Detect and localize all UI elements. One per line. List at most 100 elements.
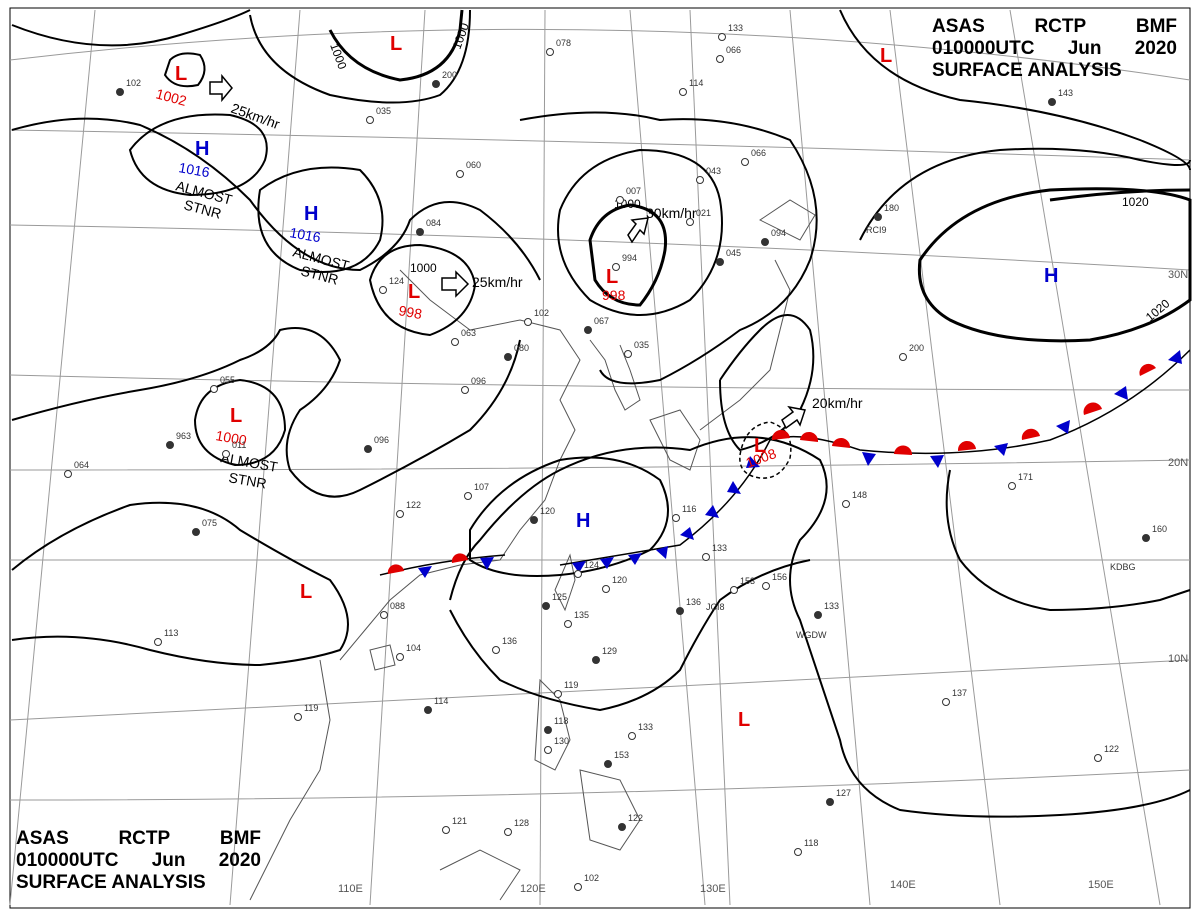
isobar-1000-east bbox=[588, 203, 668, 307]
pressure-symbol: L bbox=[880, 45, 892, 67]
graticule bbox=[9, 9, 1191, 906]
isobar-north-cell bbox=[249, 9, 471, 104]
header-row-1: ASAS RCTP BMF bbox=[16, 828, 261, 850]
station-marker bbox=[222, 450, 230, 458]
header-row-2: 010000UTC Jun 2020 bbox=[932, 38, 1177, 60]
station-marker bbox=[874, 213, 882, 221]
station-pressure: 088 bbox=[390, 601, 405, 611]
station-marker bbox=[794, 848, 802, 856]
pressure-centers: L 1002 L H 1016 H 1016 L 998 L 998 L 100… bbox=[154, 33, 1058, 731]
isobar-label: 1000 bbox=[327, 41, 349, 71]
station-marker bbox=[524, 318, 532, 326]
station-marker bbox=[380, 611, 388, 619]
header-code: BMF bbox=[1135, 16, 1177, 37]
pressure-value: 998 bbox=[397, 302, 423, 322]
lon-label: 140E bbox=[890, 879, 916, 891]
station-pressure: 118 bbox=[804, 838, 818, 848]
front-cold-symbol bbox=[727, 481, 741, 494]
movement-arrow bbox=[209, 73, 233, 103]
front-warm-symbol bbox=[451, 553, 468, 563]
station-pressure: 200 bbox=[442, 70, 457, 80]
station-pressure: 133 bbox=[712, 543, 727, 553]
header-time: 010000UTC bbox=[16, 850, 119, 871]
station-marker bbox=[546, 48, 554, 56]
station-marker bbox=[542, 602, 550, 610]
station-id: JCI8 bbox=[706, 602, 725, 612]
isobar-l1000-ring bbox=[193, 378, 287, 467]
station-pressure: 067 bbox=[594, 316, 609, 326]
station-marker bbox=[294, 713, 302, 721]
pressure-value: 1008 bbox=[744, 445, 779, 471]
front-cold-symbol bbox=[1056, 420, 1070, 434]
isobar-almost-stnr-belt bbox=[11, 117, 541, 281]
station-marker bbox=[716, 258, 724, 266]
station-pressure: 122 bbox=[1104, 744, 1119, 754]
map-header-bottom-left: ASAS RCTP BMF 010000UTC Jun 2020 SURFACE… bbox=[16, 828, 261, 894]
coast-borneo bbox=[439, 849, 521, 901]
station-pressure: 120 bbox=[540, 506, 555, 516]
station-pressure: 094 bbox=[771, 228, 786, 238]
station-pressure: 060 bbox=[466, 160, 481, 170]
parallel-10n bbox=[9, 659, 1191, 721]
station-pressure: 127 bbox=[836, 788, 851, 798]
station-marker bbox=[504, 353, 512, 361]
station-marker bbox=[899, 353, 907, 361]
station-pressure: 043 bbox=[706, 166, 721, 176]
station-pressure: 063 bbox=[461, 328, 476, 338]
station-marker bbox=[166, 441, 174, 449]
isobar-pacific-outer bbox=[839, 9, 1191, 171]
movement-arrow bbox=[781, 405, 806, 430]
header-month: Jun bbox=[151, 850, 186, 871]
pressure-symbol: L bbox=[390, 33, 402, 55]
front-cold-symbol bbox=[1114, 386, 1128, 400]
station-pressure: 124 bbox=[584, 560, 599, 570]
front-line-main bbox=[559, 349, 1191, 566]
movement-arrows bbox=[209, 73, 806, 430]
meridian-100e bbox=[9, 9, 96, 906]
station-marker bbox=[530, 516, 538, 524]
station-marker bbox=[564, 620, 572, 628]
parallel-30n bbox=[9, 224, 1191, 271]
station-pressure: 160 bbox=[1152, 524, 1167, 534]
station-pressure: 075 bbox=[202, 518, 217, 528]
station-plots: 102 035 060 084 124 063 080 096 102 067 035 066 094 0… bbox=[64, 23, 1167, 891]
front-warm-symbols bbox=[387, 363, 1156, 574]
almost-stnr-label: STNR bbox=[227, 469, 267, 491]
station-pressure: 133 bbox=[638, 722, 653, 732]
station-marker bbox=[492, 646, 500, 654]
station-marker bbox=[432, 80, 440, 88]
coastlines bbox=[249, 199, 816, 901]
station-pressure: 078 bbox=[556, 38, 571, 48]
lat-label: 30N bbox=[1168, 269, 1188, 281]
isobar-mid-belt bbox=[11, 327, 521, 498]
meridian-140e bbox=[889, 9, 1001, 906]
speed-label: 25km/hr bbox=[472, 274, 523, 290]
pressure-symbol: H bbox=[304, 203, 318, 225]
station-marker bbox=[616, 196, 624, 204]
station-pressure: 114 bbox=[434, 696, 448, 706]
pressure-symbol: L bbox=[738, 709, 750, 731]
station-pressure: 130 bbox=[554, 736, 569, 746]
speed-label: 20km/hr bbox=[812, 395, 863, 411]
pressure-symbol: L bbox=[606, 266, 618, 288]
station-pressure: 153 bbox=[614, 750, 629, 760]
map-header-top-right: ASAS RCTP BMF 010000UTC Jun 2020 SURFACE… bbox=[932, 16, 1177, 82]
lon-label: 150E bbox=[1088, 879, 1114, 891]
station-pressure: 133 bbox=[824, 601, 839, 611]
station-marker bbox=[716, 55, 724, 63]
coast-korea bbox=[589, 339, 641, 411]
coast-indochina bbox=[249, 659, 331, 901]
lat-label: 10N bbox=[1168, 653, 1188, 665]
station-pressure: 116 bbox=[682, 504, 696, 514]
station-pressure: 114 bbox=[689, 78, 703, 88]
station-pressure: 102 bbox=[534, 308, 549, 318]
station-pressure: 136 bbox=[686, 597, 701, 607]
station-marker bbox=[1008, 482, 1016, 490]
pressure-symbol: H bbox=[576, 510, 590, 532]
station-marker bbox=[602, 585, 610, 593]
station-pressure: 118 bbox=[554, 716, 568, 726]
station-pressure: 122 bbox=[628, 813, 643, 823]
meridian-125e bbox=[629, 9, 706, 906]
station-pressure: 107 bbox=[474, 482, 489, 492]
pressure-symbol: L bbox=[175, 63, 187, 85]
